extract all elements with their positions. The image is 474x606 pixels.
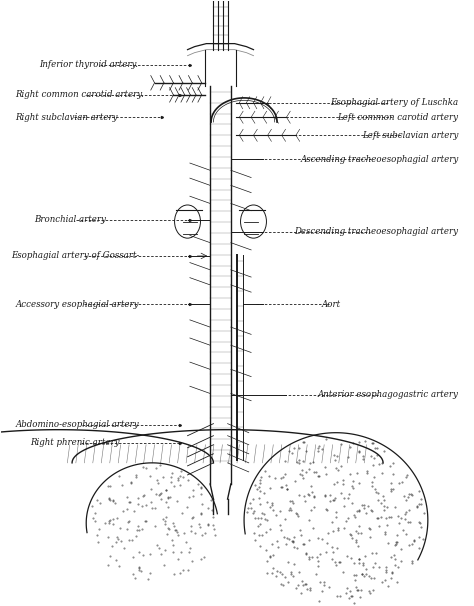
Text: Esophagial artery of Gossart-: Esophagial artery of Gossart- (11, 251, 139, 261)
Text: Right common carotid artery.: Right common carotid artery. (16, 90, 144, 99)
Text: Anterior esophagogastric artery: Anterior esophagogastric artery (318, 390, 458, 399)
Text: Descending tracheoesophagial artery: Descending tracheoesophagial artery (294, 227, 458, 236)
Text: Aort: Aort (321, 300, 341, 308)
Text: Ascending tracheoesophagial artery: Ascending tracheoesophagial artery (300, 155, 458, 164)
Text: Inferior thyroid artery.: Inferior thyroid artery. (39, 60, 138, 69)
Text: Bronchial artery: Bronchial artery (35, 215, 106, 224)
Text: Abdomino-esophagial artery: Abdomino-esophagial artery (16, 421, 139, 429)
Text: Esophagial artery of Luschka: Esophagial artery of Luschka (330, 98, 458, 107)
Text: Left subclavian artery: Left subclavian artery (362, 131, 458, 140)
Text: Right subclavian artery: Right subclavian artery (16, 113, 118, 122)
Text: Accessory esophagial artery: Accessory esophagial artery (16, 300, 139, 308)
Text: Right phrenic artery: Right phrenic artery (30, 439, 119, 447)
Text: Left common carotid artery: Left common carotid artery (337, 113, 458, 122)
